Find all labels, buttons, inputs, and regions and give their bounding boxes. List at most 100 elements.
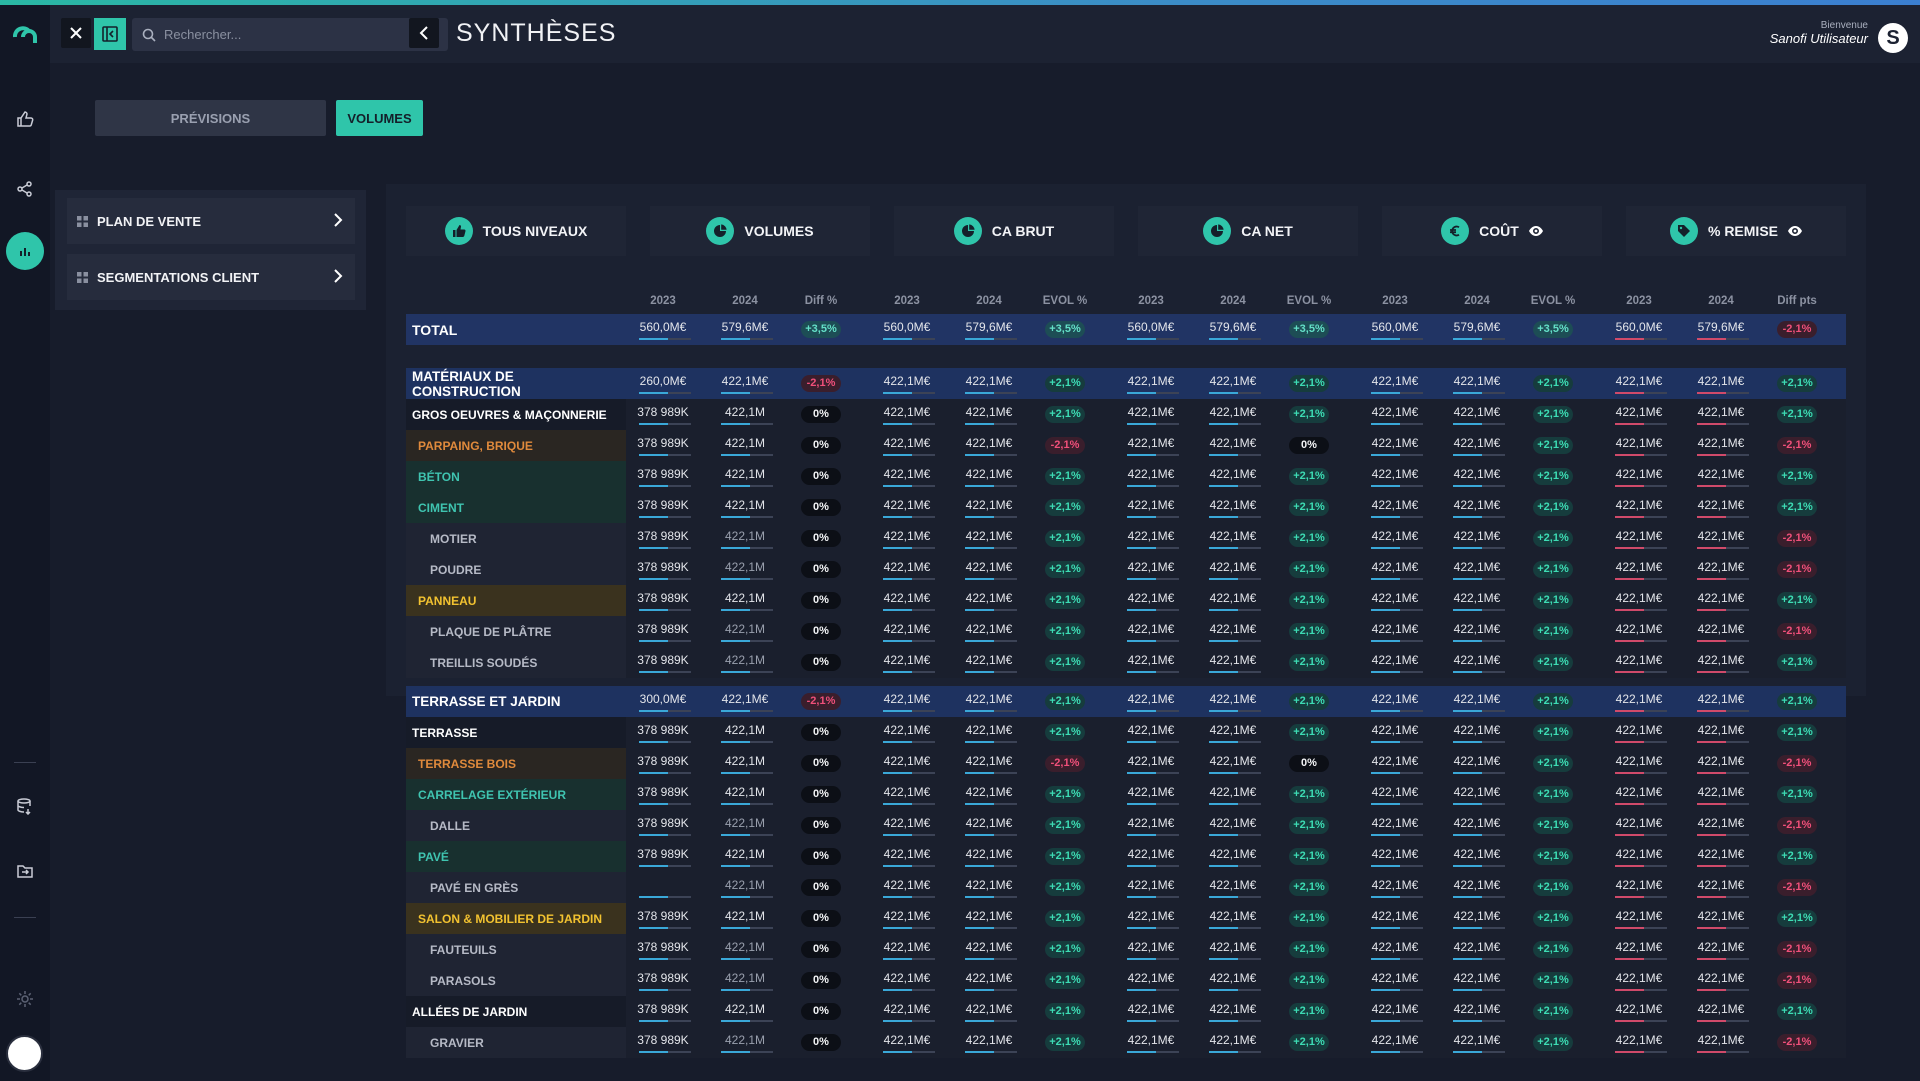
search-input[interactable]: [164, 27, 434, 42]
table-row[interactable]: BÉTON 378 989K 422,1M 0% 422,1M€ 422,1M€ +2,1%…: [406, 461, 1846, 492]
row-label[interactable]: PAVÉ: [406, 841, 626, 872]
chart-bar-icon[interactable]: [6, 232, 44, 270]
metric-card[interactable]: % REMISE: [1626, 206, 1846, 256]
row-label[interactable]: CARRELAGE EXTÉRIEUR: [406, 779, 626, 810]
table-row[interactable]: POUDRE 378 989K 422,1M 0% 422,1M€ 422,1M€ +2,1…: [406, 554, 1846, 585]
row-label[interactable]: ALLÉES DE JARDIN: [406, 996, 626, 1027]
table-cell: 422,1M€: [1119, 779, 1183, 810]
row-label[interactable]: TERRASSE ET JARDIN: [406, 686, 626, 717]
avatar[interactable]: [6, 1035, 43, 1072]
metric-card[interactable]: CA BRUT: [894, 206, 1114, 256]
row-label[interactable]: TERRASSE: [406, 717, 626, 748]
tab-previsions[interactable]: PRÉVISIONS: [95, 100, 326, 136]
table-row[interactable]: TERRASSE 378 989K 422,1M 0% 422,1M€ 422,1M€ +2…: [406, 717, 1846, 748]
evol-badge: +2,1%: [1533, 499, 1573, 516]
row-label[interactable]: FAUTEUILS: [406, 934, 626, 965]
row-label[interactable]: MATÉRIAUX DE CONSTRUCTION: [406, 368, 626, 399]
row-label[interactable]: BÉTON: [406, 461, 626, 492]
table-cell: 422,1M€: [1445, 996, 1509, 1027]
table-row[interactable]: TERRASSE BOIS 378 989K 422,1M 0% 422,1M€ 422,…: [406, 748, 1846, 779]
table-cell: 422,1M€: [1445, 903, 1509, 934]
table-row[interactable]: PAVÉ 378 989K 422,1M 0% 422,1M€ 422,1M€ +2,1% 4…: [406, 841, 1846, 872]
table-row[interactable]: MATÉRIAUX DE CONSTRUCTION 260,0M€ 422,1M€ -…: [406, 368, 1846, 399]
database-icon[interactable]: [11, 792, 39, 820]
table-cell: 422,1M€: [1119, 841, 1183, 872]
evol-badge: +2,1%: [1777, 848, 1817, 865]
eye-icon[interactable]: [1528, 226, 1543, 236]
row-label[interactable]: POUDRE: [406, 554, 626, 585]
row-label[interactable]: GROS OEUVRES & MAÇONNERIE: [406, 399, 626, 430]
evol-badge: +2,1%: [1289, 1034, 1329, 1051]
table-row[interactable]: SALON & MOBILIER DE JARDIN 378 989K 422,1M…: [406, 903, 1846, 934]
table-row[interactable]: DALLE 378 989K 422,1M 0% 422,1M€ 422,1M€ +2,1%…: [406, 810, 1846, 841]
metric-card[interactable]: COÛT: [1382, 206, 1602, 256]
app-logo[interactable]: [9, 19, 41, 51]
table-row[interactable]: PAVÉ EN GRÈS 422,1M 0% 422,1M€ 422,1M€ +2,1% 4…: [406, 872, 1846, 903]
table-row[interactable]: PANNEAU 378 989K 422,1M 0% 422,1M€ 422,1M€ +2,…: [406, 585, 1846, 616]
table-row[interactable]: FAUTEUILS 378 989K 422,1M 0% 422,1M€ 422,1M€ +…: [406, 934, 1846, 965]
table-row[interactable]: ALLÉES DE JARDIN 378 989K 422,1M 0% 422,1M€ 4…: [406, 996, 1846, 1027]
table-row[interactable]: CIMENT 378 989K 422,1M 0% 422,1M€ 422,1M€ +2,1…: [406, 492, 1846, 523]
evol-badge: +2,1%: [1045, 561, 1085, 578]
table-cell: 422,1M: [713, 779, 777, 810]
table-cell: 422,1M€: [1201, 996, 1265, 1027]
gear-icon[interactable]: [11, 985, 39, 1013]
table-cell: 422,1M€: [875, 996, 939, 1027]
table-row[interactable]: MOTIER 378 989K 422,1M 0% 422,1M€ 422,1M€ +2,1…: [406, 523, 1846, 554]
evol-badge: -2,1%: [1777, 817, 1817, 834]
back-button[interactable]: [409, 18, 439, 48]
nav-plan-de-vente[interactable]: PLAN DE VENTE: [67, 198, 355, 244]
table-row[interactable]: PARASOLS 378 989K 422,1M 0% 422,1M€ 422,1M€ +2…: [406, 965, 1846, 996]
table-row[interactable]: CARRELAGE EXTÉRIEUR 378 989K 422,1M 0% 422,1…: [406, 779, 1846, 810]
row-label[interactable]: TERRASSE BOIS: [406, 748, 626, 779]
evol-badge: 0%: [801, 592, 841, 609]
table-row[interactable]: TERRASSE ET JARDIN 300,0M€ 422,1M€ -2,1% 422…: [406, 686, 1846, 717]
user-name[interactable]: Sanofi Utilisateur: [1769, 31, 1868, 46]
share-nodes-icon[interactable]: [11, 175, 39, 203]
eye-icon[interactable]: [1788, 226, 1802, 236]
metric-card[interactable]: CA NET: [1138, 206, 1358, 256]
row-label[interactable]: CIMENT: [406, 492, 626, 523]
row-label[interactable]: TREILLIS SOUDÉS: [406, 647, 626, 678]
close-button[interactable]: [61, 18, 91, 48]
table-row[interactable]: GRAVIER 378 989K 422,1M 0% 422,1M€ 422,1M€ +2,…: [406, 1027, 1846, 1058]
evol-badge: -2,1%: [1777, 623, 1817, 640]
table-row[interactable]: TREILLIS SOUDÉS 378 989K 422,1M 0% 422,1M€ 42…: [406, 647, 1846, 678]
table-cell: 422,1M€: [1607, 368, 1671, 399]
thumbs-up-icon: [444, 217, 473, 245]
row-label[interactable]: PANNEAU: [406, 585, 626, 616]
table-cell: 422,1M: [713, 647, 777, 678]
tab-volumes[interactable]: VOLUMES: [336, 100, 423, 136]
row-label[interactable]: PLAQUE DE PLÂTRE: [406, 616, 626, 647]
toggle-panel-button[interactable]: [94, 18, 126, 50]
row-label[interactable]: PARPAING, BRIQUE: [406, 430, 626, 461]
row-label[interactable]: MOTIER: [406, 523, 626, 554]
metric-card[interactable]: TOUS NIVEAUX: [406, 206, 626, 256]
evol-badge: +2,1%: [1045, 1034, 1085, 1051]
table-row[interactable]: PLAQUE DE PLÂTRE 378 989K 422,1M 0% 422,1M€ 4…: [406, 616, 1846, 647]
evol-badge: +2,1%: [1289, 786, 1329, 803]
table-cell: 422,1M€: [875, 399, 939, 430]
page-title: SYNTHÈSES: [456, 19, 617, 47]
table-row[interactable]: TOTAL 560,0M€ 579,6M€ +3,5% 560,0M€ 579,6M€ +3…: [406, 314, 1846, 345]
row-label[interactable]: PAVÉ EN GRÈS: [406, 872, 626, 903]
folder-transfer-icon[interactable]: [11, 857, 39, 885]
table-cell: 422,1M€: [1607, 492, 1671, 523]
table-cell: 422,1M€: [1445, 810, 1509, 841]
row-label[interactable]: DALLE: [406, 810, 626, 841]
nav-segmentations-client[interactable]: SEGMENTATIONS CLIENT: [67, 254, 355, 300]
search-box[interactable]: [132, 18, 448, 51]
table-cell: 422,1M€: [1689, 779, 1753, 810]
metric-card[interactable]: VOLUMES: [650, 206, 870, 256]
row-label[interactable]: GRAVIER: [406, 1027, 626, 1058]
evol-badge: -2,1%: [1777, 321, 1817, 338]
table-row[interactable]: PARPAING, BRIQUE 378 989K 422,1M 0% 422,1M€ 4…: [406, 430, 1846, 461]
table-cell: 579,6M€: [1445, 314, 1509, 345]
thumbs-up-icon[interactable]: [11, 105, 39, 133]
row-label[interactable]: SALON & MOBILIER DE JARDIN: [406, 903, 626, 934]
table-cell: 422,1M€: [1201, 810, 1265, 841]
row-label[interactable]: TOTAL: [406, 314, 626, 345]
row-label[interactable]: PARASOLS: [406, 965, 626, 996]
table-cell: 422,1M€: [957, 717, 1021, 748]
table-row[interactable]: GROS OEUVRES & MAÇONNERIE 378 989K 422,1M 0…: [406, 399, 1846, 430]
